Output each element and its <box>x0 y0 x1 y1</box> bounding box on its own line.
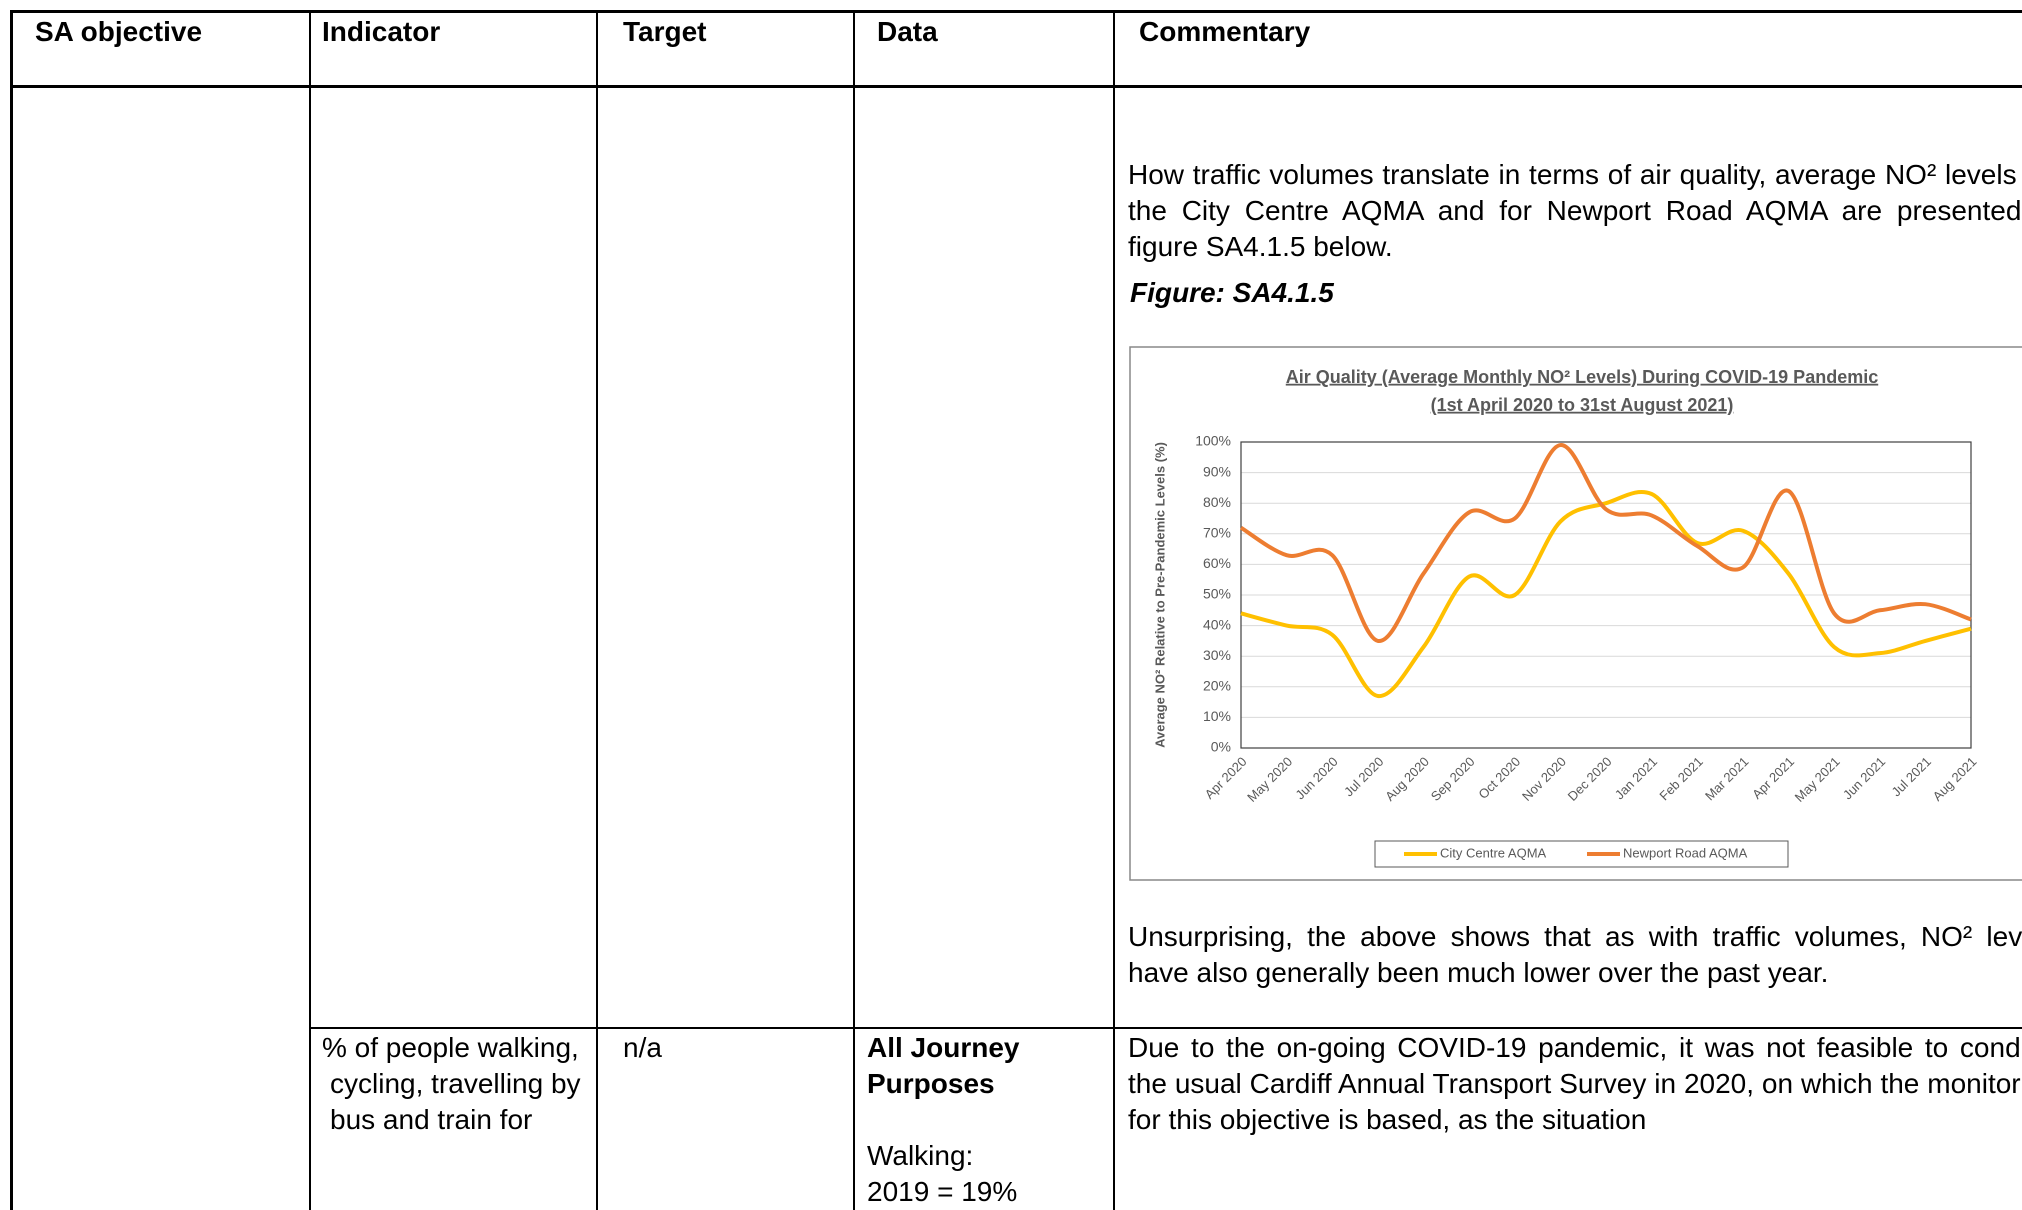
data-line <box>1239 443 1972 643</box>
table-border <box>310 1027 2022 1029</box>
table-border <box>10 85 2022 88</box>
target-cell: n/a <box>623 1032 662 1063</box>
table-border <box>853 10 855 1210</box>
y-tick-label: 90% <box>1203 463 1231 479</box>
y-tick-label: 10% <box>1203 708 1231 724</box>
header-cell: Data <box>877 16 938 47</box>
chart-subtitle: (1st April 2020 to 31st August 2021) <box>1431 395 1734 415</box>
y-tick-label: 50% <box>1203 586 1231 602</box>
indicator-cell: % of people walking, cycling, travelling… <box>322 1032 581 1135</box>
data-text: 2019 = 19% <box>867 1176 1018 1207</box>
header-cell: Target <box>623 16 707 47</box>
plot-frame <box>1240 441 1972 749</box>
data-heading: All Journey Purposes <box>867 1032 1020 1099</box>
y-tick-label: 0% <box>1211 739 1231 755</box>
y-tick-label: 30% <box>1203 647 1231 663</box>
commentary-cell: Due to the on-going COVID-19 pandemic, i… <box>1128 1032 2022 1135</box>
y-tick-label: 60% <box>1203 555 1231 571</box>
table-border <box>1113 10 1115 1210</box>
y-tick-label: 100% <box>1195 433 1231 449</box>
legend-label: Newport Road AQMA <box>1623 845 1748 860</box>
table-border <box>10 10 13 1210</box>
table-border <box>596 10 598 1210</box>
chart-title: Air Quality (Average Monthly NO² Levels)… <box>1286 367 1878 387</box>
y-tick-label: 40% <box>1203 616 1231 632</box>
legend-frame <box>1374 840 1789 868</box>
table-border <box>10 10 2022 13</box>
y-tick-label: 70% <box>1203 525 1231 541</box>
paragraph: How traffic volumes translate in terms o… <box>1128 159 2022 262</box>
chart: Air Quality (Average Monthly NO² Levels)… <box>1129 346 2022 881</box>
paragraph: Unsurprising, the above shows that as wi… <box>1128 921 2022 988</box>
header-cell: Commentary <box>1139 16 1311 47</box>
y-tick-label: 80% <box>1203 494 1231 510</box>
y-axis-title: Average NO² Relative to Pre-Pandemic Lev… <box>1152 442 1167 748</box>
table-border <box>309 10 311 1210</box>
legend-label: City Centre AQMA <box>1440 845 1547 860</box>
y-tick-label: 20% <box>1203 678 1231 694</box>
header-cell: Indicator <box>322 16 441 47</box>
figure-label: Figure: SA4.1.5 <box>1130 277 1334 308</box>
data-text: Walking: <box>867 1140 974 1171</box>
header-cell: SA objective <box>35 16 203 47</box>
